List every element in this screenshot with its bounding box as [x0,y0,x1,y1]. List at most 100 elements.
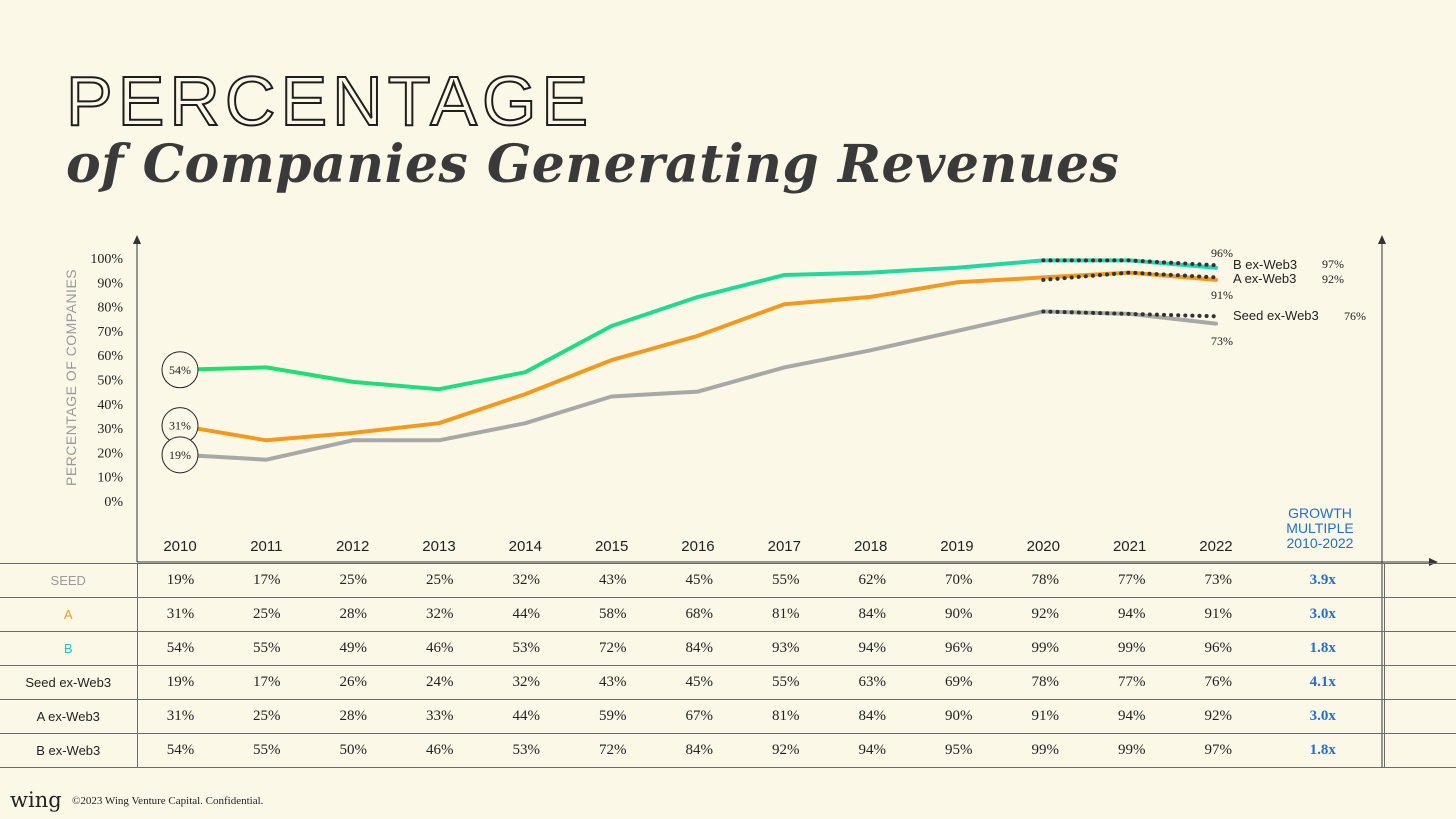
table-cell: 46% [396,733,483,768]
table-cell: 73% [1175,563,1262,598]
x-tick-label: 2015 [595,538,628,555]
table-cell: 32% [396,597,483,632]
table-cell: 99% [1002,631,1089,666]
growth-multiple-cell: 1.8x [1261,733,1385,768]
series-line-seed-ex-web3 [1041,309,1218,319]
table-cell: 26% [310,665,397,700]
table-cell: 91% [1002,699,1089,734]
table-cell: 81% [742,699,829,734]
table-cell: 94% [829,631,916,666]
row-name: A [0,597,138,632]
start-value-label: 54% [169,363,191,377]
table-cell: 94% [829,733,916,768]
table-cell: 28% [310,597,397,632]
empty-cell [1384,665,1456,700]
series-line-b [178,258,1218,392]
x-tick-label: 2013 [422,538,455,555]
table-cell: 33% [396,699,483,734]
table-cell: 49% [310,631,397,666]
end-label-b-pct: 96% [1211,246,1233,260]
table-cell: 28% [310,699,397,734]
start-value-bubble [161,436,199,474]
table-cell: 69% [915,665,1002,700]
table-cell: 32% [483,665,570,700]
right-axis-arrow [1378,235,1386,244]
table-cell: 78% [1002,563,1089,598]
table-cell: 43% [569,665,656,700]
table-row: A ex-Web3 31% 25% 28% 33% 44% 59% 67% 81% 84% 90% 9… [0,699,1456,734]
growth-multiple-cell: 3.9x [1261,563,1385,598]
table-cell: 58% [569,597,656,632]
table-cell: 46% [396,631,483,666]
x-tick-label: 2014 [509,538,542,555]
table-cell: 81% [742,597,829,632]
table-cell: 19% [137,665,224,700]
row-name: B [0,631,138,666]
end-label-b-ex: B ex-Web3 [1233,257,1297,272]
y-tick-label: 20% [97,446,123,461]
table-row: B ex-Web3 54% 55% 50% 46% 53% 72% 84% 92% 94% 95% 9… [0,733,1456,768]
growth-multiple-cell: 4.1x [1261,665,1385,700]
table-row: B 54% 55% 49% 46% 53% 72% 84% 93% 94% 96% 99% 99% 96%… [0,631,1456,666]
x-tick-label: 2010 [163,538,196,555]
end-label-a-pct: 91% [1211,288,1233,302]
empty-cell [1384,733,1456,768]
x-tick-label: 2016 [681,538,714,555]
growth-header-line: MULTIPLE [1286,520,1353,536]
table-cell: 53% [483,631,570,666]
table-cell: 55% [742,665,829,700]
table-cell: 93% [742,631,829,666]
growth-header-line: GROWTH [1288,505,1352,521]
table-cell: 17% [223,563,310,598]
growth-multiple-cell: 3.0x [1261,699,1385,734]
table-cell: 53% [483,733,570,768]
y-tick-label: 0% [104,495,123,510]
table-cell: 96% [915,631,1002,666]
table-cell: 24% [396,665,483,700]
table-cell: 44% [483,699,570,734]
empty-cell [1384,563,1456,598]
growth-multiple-cell: 3.0x [1261,597,1385,632]
table-cell: 25% [396,563,483,598]
table-cell: 92% [1175,699,1262,734]
table-cell: 99% [1002,733,1089,768]
table-cell: 90% [915,597,1002,632]
table-row: A 31% 25% 28% 32% 44% 58% 68% 81% 84% 90% 92% 94% 91%… [0,597,1456,632]
table-cell: 99% [1088,631,1175,666]
table-cell: 84% [829,597,916,632]
table-cell: 54% [137,631,224,666]
table-cell: 92% [742,733,829,768]
table-cell: 32% [483,563,570,598]
table-cell: 55% [223,733,310,768]
y-tick-label: 70% [97,325,123,340]
growth-multiple-cell: 1.8x [1261,631,1385,666]
table-cell: 72% [569,733,656,768]
x-tick-label: 2012 [336,538,369,555]
table-cell: 45% [656,563,743,598]
table-cell: 54% [137,733,224,768]
table-cell: 43% [569,563,656,598]
table-cell: 95% [915,733,1002,768]
y-tick-label: 10% [97,471,123,486]
start-value-label: 19% [169,448,191,462]
y-tick-label: 30% [97,422,123,437]
data-table: SEED 19% 17% 25% 25% 32% 43% 45% 55% 62% 70% 78% 77%… [0,563,1456,768]
table-row: SEED 19% 17% 25% 25% 32% 43% 45% 55% 62% 70% 78% 77%… [0,563,1456,598]
table-cell: 59% [569,699,656,734]
start-value-label: 31% [169,419,191,433]
table-cell: 77% [1088,665,1175,700]
empty-cell [1384,631,1456,666]
table-cell: 55% [223,631,310,666]
table-cell: 25% [310,563,397,598]
table-cell: 31% [137,699,224,734]
end-label-seed-ex-pct: 76% [1344,309,1366,323]
x-tick-label: 2018 [854,538,887,555]
y-tick-label: 60% [97,349,123,364]
end-label-b-ex-pct: 97% [1322,257,1344,271]
table-cell: 31% [137,597,224,632]
end-label-seed-ex: Seed ex-Web3 [1233,308,1319,323]
series-line-b-ex-web3 [1041,258,1218,268]
row-name: B ex-Web3 [0,733,138,768]
table-cell: 78% [1002,665,1089,700]
